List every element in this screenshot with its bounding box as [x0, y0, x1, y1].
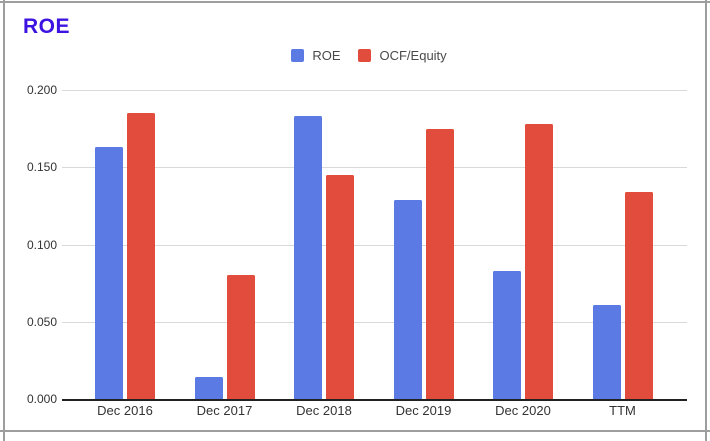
x-axis-tick-label: Dec 2017: [196, 403, 253, 418]
bar-ocf-equity-dec-2018[interactable]: [326, 174, 354, 399]
y-axis-tick-label: 0.000: [26, 392, 57, 406]
x-axis: Dec 2016 Dec 2017 Dec 2018 Dec 2019 Dec 2020…: [62, 403, 687, 423]
gridline: [62, 167, 687, 169]
y-axis-tick-label: 0.100: [26, 237, 57, 252]
bar-roe-dec-2019[interactable]: [393, 199, 422, 399]
frame-border-bottom: [0, 430, 710, 432]
bar-roe-ttm[interactable]: [592, 304, 621, 399]
bar-roe-dec-2017[interactable]: [194, 377, 223, 399]
gridline: [62, 321, 687, 323]
y-axis: 0.200 0.150 0.100 0.050 0.000: [0, 83, 57, 406]
y-axis-tick-label: 0.200: [26, 83, 57, 97]
legend-label: OCF/Equity: [379, 48, 447, 63]
plot-area[interactable]: [62, 90, 687, 401]
bar-ocf-equity-dec-2019[interactable]: [425, 128, 454, 399]
chart-legend: ROE OCF/Equity: [0, 48, 710, 63]
y-axis-tick-label: 0.050: [26, 314, 57, 329]
bar-roe-dec-2018[interactable]: [294, 116, 322, 399]
x-axis-tick-label: Dec 2018: [296, 403, 352, 418]
x-axis-tick-label: TTM: [609, 403, 636, 418]
x-axis-tick-label: Dec 2016: [97, 403, 153, 418]
frame-border-left: [3, 0, 5, 441]
bar-ocf-equity-dec-2017[interactable]: [226, 275, 255, 399]
y-axis-tick-label: 0.150: [26, 160, 57, 175]
legend-swatch-icon: [291, 49, 305, 62]
bar-ocf-equity-ttm[interactable]: [624, 191, 653, 399]
x-axis-tick-label: Dec 2020: [495, 403, 551, 418]
frame-border-top: [0, 1, 710, 3]
legend-swatch-icon: [358, 49, 372, 62]
frame-border-right: [705, 0, 707, 441]
bar-ocf-equity-dec-2020[interactable]: [525, 124, 553, 399]
gridline: [62, 90, 687, 91]
bar-roe-dec-2016[interactable]: [95, 147, 123, 399]
legend-item-ocf-equity[interactable]: OCF/Equity: [358, 48, 447, 63]
bar-ocf-equity-dec-2016[interactable]: [127, 113, 155, 399]
x-axis-tick-label: Dec 2019: [395, 403, 452, 418]
bar-roe-dec-2020[interactable]: [493, 270, 521, 399]
legend-item-roe[interactable]: ROE: [291, 48, 340, 63]
gridline: [62, 244, 687, 246]
legend-label: ROE: [312, 48, 341, 63]
chart-title[interactable]: ROE: [23, 15, 71, 38]
